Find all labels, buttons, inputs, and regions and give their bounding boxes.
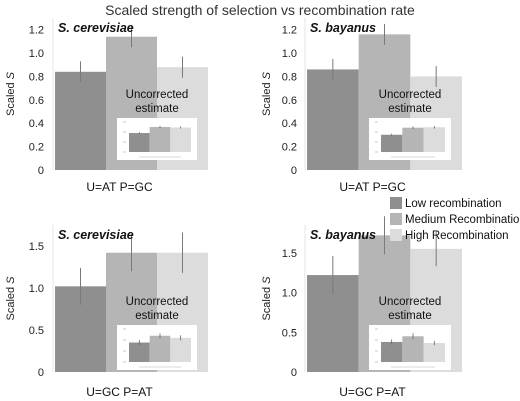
bar-1	[307, 69, 359, 170]
inset-bar-2	[149, 127, 171, 152]
y-tick-label: 1.0	[29, 48, 44, 60]
inset-bar-1	[129, 342, 150, 362]
y-axis-label: Scaled S	[5, 71, 17, 116]
inset-bar-1	[381, 134, 403, 152]
y-tick-label: 0.5	[29, 325, 44, 337]
inset-chart	[117, 118, 197, 160]
y-tick-label: 0	[291, 367, 297, 379]
legend-label-1: Low recombination	[405, 198, 502, 210]
inset-bar-2	[149, 335, 171, 362]
y-tick-label: 0.8	[29, 71, 44, 83]
inset-label-line-1: Uncorrected	[126, 296, 189, 308]
y-tick-label: 0.4	[282, 118, 297, 130]
inset-bar-3	[423, 343, 445, 362]
x-axis-label: U=GC P=AT	[86, 385, 153, 399]
inset-bar-2	[402, 336, 424, 362]
chart-panel-bottom-left: 0 0.5 1.0 1.5 Scaled S S. cerevisiae Uncorrect…	[5, 225, 208, 399]
inset-chart	[369, 118, 451, 160]
y-tick-label: 0.5	[282, 327, 297, 339]
inset-bar-3	[423, 127, 445, 152]
legend: Low recombination Medium Recombination Hig…	[390, 197, 520, 242]
x-axis-label: U=AT P=GC	[339, 180, 406, 194]
y-tick-label: 1.0	[282, 288, 297, 300]
y-tick-label: 0.2	[282, 142, 297, 154]
legend-swatch-1	[390, 197, 402, 209]
y-tick-label: 0.6	[29, 95, 44, 107]
inset-chart	[117, 325, 197, 370]
inset-label-line-2: estimate	[388, 103, 431, 115]
y-tick-label: 0.4	[29, 118, 44, 130]
legend-swatch-3	[390, 229, 402, 241]
y-tick-label: 1.2	[29, 25, 44, 37]
y-axis-label: Scaled S	[5, 276, 17, 321]
y-axis-label: Scaled S	[261, 276, 273, 321]
species-label: S. bayanus	[310, 21, 376, 35]
legend-swatch-2	[390, 213, 402, 225]
chart-panel-top-left: 0 0.2 0.4 0.6 0.8 1.0 1.2 Scaled S S. cerevisiae…	[5, 18, 208, 194]
inset-bar-1	[129, 133, 150, 152]
y-tick-label: 1.5	[29, 241, 44, 253]
y-tick-label: 1.2	[282, 25, 297, 37]
inset-label-line-2: estimate	[135, 103, 178, 115]
legend-label-2: Medium Recombination	[405, 214, 520, 226]
y-tick-label: 0.6	[282, 95, 297, 107]
bar-1	[55, 71, 106, 170]
y-tick-label: 0.2	[29, 142, 44, 154]
chart-panel-top-right: 0 0.2 0.4 0.6 0.8 1.0 1.2 Scaled S S. bayanus Unc…	[261, 18, 462, 194]
inset-label-line-1: Uncorrected	[379, 296, 442, 308]
y-tick-label: 1.5	[282, 248, 297, 260]
x-axis-label: U=GC P=AT	[339, 385, 406, 399]
y-tick-label: 1.0	[29, 283, 44, 295]
inset-chart	[369, 325, 451, 370]
y-tick-label: 1.0	[282, 48, 297, 60]
inset-bar-3	[170, 337, 191, 362]
y-tick-label: 0.8	[282, 71, 297, 83]
y-tick-label: 0	[38, 165, 44, 177]
x-axis-label: U=AT P=GC	[86, 180, 153, 194]
species-label: S. cerevisiae	[58, 228, 134, 242]
legend-label-3: High Recombination	[405, 230, 509, 242]
chart-title: Scaled strength of selection vs recombin…	[105, 2, 415, 18]
inset-bar-1	[381, 341, 403, 362]
species-label: S. cerevisiae	[58, 21, 134, 35]
inset-bar-2	[402, 127, 424, 152]
chart-panel-bottom-right: 0 0.5 1.0 1.5 Scaled S S. bayanus Uncorrected e…	[261, 216, 462, 399]
y-axis-label: Scaled S	[261, 71, 273, 116]
inset-label-line-2: estimate	[388, 310, 431, 322]
inset-label-line-1: Uncorrected	[379, 89, 442, 101]
species-label: S. bayanus	[310, 228, 376, 242]
inset-label-line-2: estimate	[135, 310, 178, 322]
y-tick-label: 0	[38, 367, 44, 379]
inset-label-line-1: Uncorrected	[126, 89, 189, 101]
y-tick-label: 0	[291, 165, 297, 177]
inset-bar-3	[170, 127, 191, 152]
